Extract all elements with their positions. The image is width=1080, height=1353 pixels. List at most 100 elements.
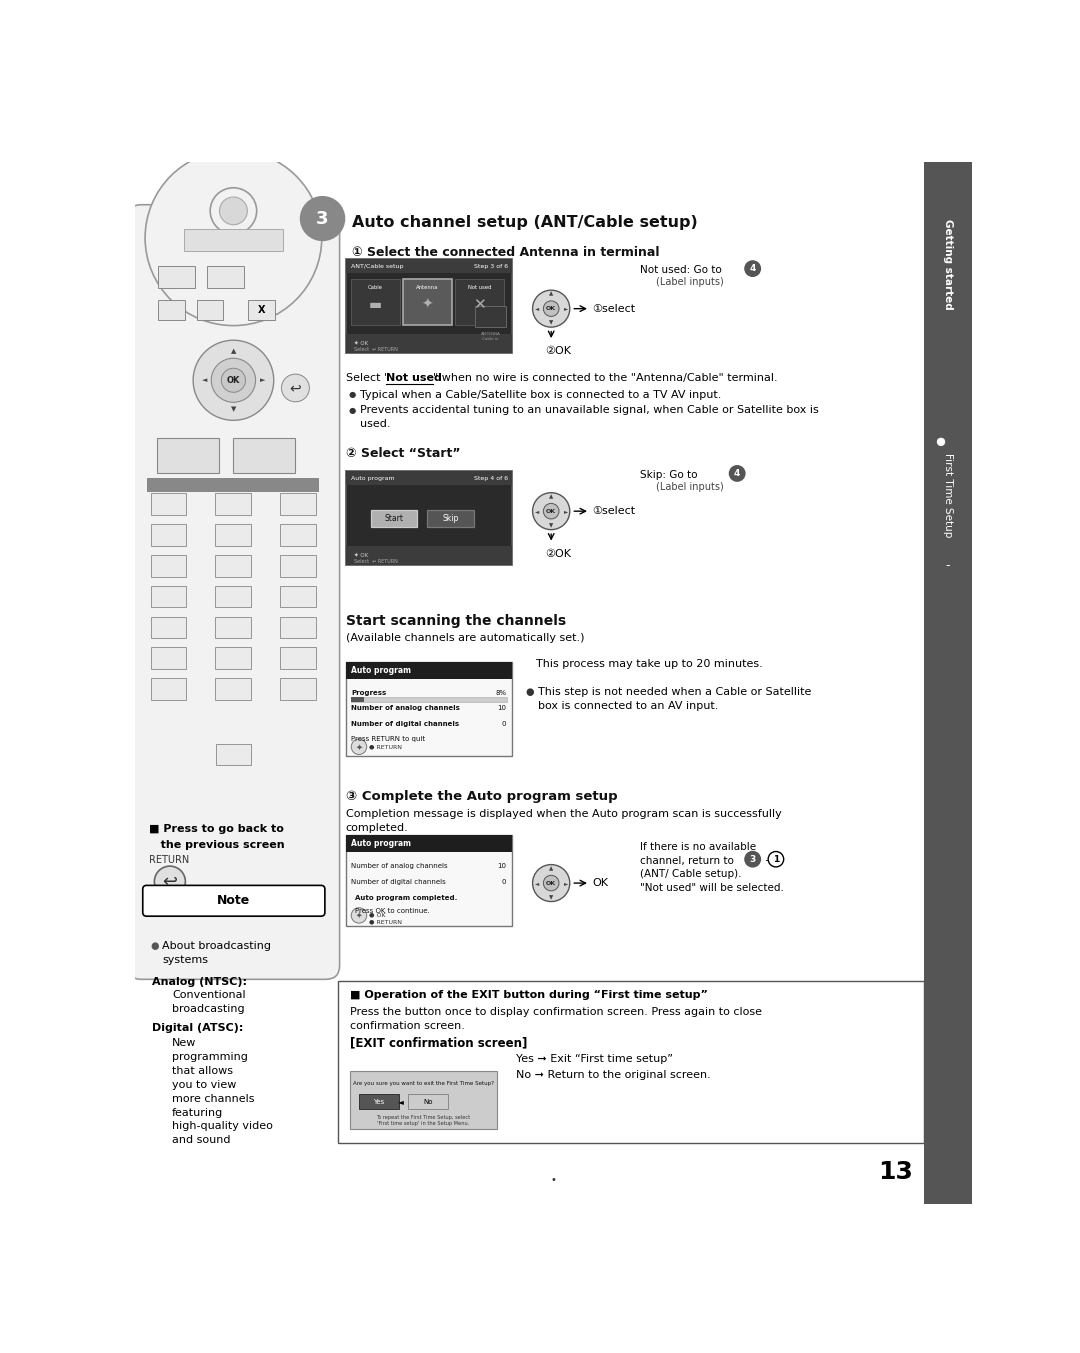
Text: ①select: ①select	[592, 506, 635, 517]
FancyBboxPatch shape	[280, 678, 315, 700]
FancyBboxPatch shape	[215, 494, 251, 515]
Text: 4: 4	[734, 469, 741, 478]
Text: ◄: ◄	[397, 1097, 404, 1107]
FancyBboxPatch shape	[351, 279, 400, 325]
FancyBboxPatch shape	[346, 334, 512, 353]
Text: channel, return to: channel, return to	[640, 855, 734, 866]
Text: ▼: ▼	[549, 321, 553, 326]
Text: ▼: ▼	[231, 406, 237, 413]
Text: OK: OK	[546, 881, 556, 886]
Text: 1: 1	[773, 855, 779, 863]
Text: OK: OK	[592, 878, 608, 888]
Text: Yes ➞ Exit “First time setup”: Yes ➞ Exit “First time setup”	[516, 1054, 673, 1065]
Text: OK: OK	[546, 306, 556, 311]
FancyBboxPatch shape	[346, 662, 512, 756]
FancyBboxPatch shape	[215, 648, 251, 668]
Text: ↩: ↩	[289, 382, 301, 395]
Text: -: -	[762, 855, 773, 865]
Text: Number of digital channels: Number of digital channels	[351, 878, 446, 885]
Text: ►: ►	[564, 509, 568, 514]
Text: Analog (NTSC):: Analog (NTSC):	[152, 977, 247, 986]
FancyBboxPatch shape	[280, 494, 315, 515]
Text: Not used: Not used	[387, 373, 442, 383]
Text: programming: programming	[172, 1053, 248, 1062]
Text: To repeat the First Time Setup, select
'First time setup' in the Setup Menu.: To repeat the First Time Setup, select '…	[376, 1115, 471, 1126]
FancyBboxPatch shape	[159, 300, 185, 321]
FancyBboxPatch shape	[455, 279, 504, 325]
FancyBboxPatch shape	[346, 545, 512, 566]
Text: ↩: ↩	[162, 873, 177, 890]
FancyBboxPatch shape	[127, 204, 339, 980]
Text: systems: systems	[162, 955, 208, 965]
FancyBboxPatch shape	[150, 678, 186, 700]
Text: Auto program: Auto program	[351, 475, 395, 480]
Text: ● OK: ● OK	[369, 913, 386, 917]
FancyBboxPatch shape	[150, 648, 186, 668]
Text: Number of digital channels: Number of digital channels	[351, 721, 459, 727]
FancyBboxPatch shape	[475, 306, 507, 327]
Text: ■ Operation of the EXIT button during “First time setup”: ■ Operation of the EXIT button during “F…	[350, 990, 707, 1000]
Text: that allows: that allows	[172, 1066, 233, 1076]
Text: (ANT/ Cable setup).: (ANT/ Cable setup).	[640, 869, 742, 879]
Text: ►: ►	[564, 881, 568, 886]
Text: Progress: Progress	[351, 690, 387, 695]
FancyBboxPatch shape	[157, 438, 218, 472]
Circle shape	[532, 492, 570, 529]
Text: Select  ↩ RETURN: Select ↩ RETURN	[353, 346, 397, 352]
Text: the previous screen: the previous screen	[149, 840, 284, 850]
Text: RETURN: RETURN	[149, 855, 189, 865]
Text: 10: 10	[497, 705, 507, 712]
FancyBboxPatch shape	[346, 662, 512, 679]
Text: Start scanning the channels: Start scanning the channels	[346, 614, 566, 628]
Text: 10: 10	[497, 863, 507, 869]
Text: featuring: featuring	[172, 1108, 224, 1118]
Circle shape	[937, 438, 945, 445]
Text: If there is no available: If there is no available	[640, 842, 756, 852]
Text: confirmation screen.: confirmation screen.	[350, 1020, 464, 1031]
FancyBboxPatch shape	[147, 478, 320, 492]
Text: First Time Setup: First Time Setup	[943, 453, 953, 537]
Text: ANTENNA
Cable in: ANTENNA Cable in	[481, 331, 501, 341]
Text: ② Select “Start”: ② Select “Start”	[346, 446, 460, 460]
FancyBboxPatch shape	[408, 1095, 448, 1109]
Text: ●: ●	[349, 406, 356, 415]
Circle shape	[745, 261, 760, 276]
FancyBboxPatch shape	[150, 617, 186, 639]
Text: Note: Note	[217, 894, 251, 908]
FancyBboxPatch shape	[350, 1072, 497, 1128]
Text: ▲: ▲	[549, 292, 553, 296]
FancyBboxPatch shape	[248, 300, 274, 321]
FancyBboxPatch shape	[280, 524, 315, 545]
FancyBboxPatch shape	[197, 300, 224, 321]
FancyBboxPatch shape	[359, 1095, 400, 1109]
FancyBboxPatch shape	[428, 510, 474, 526]
FancyBboxPatch shape	[184, 230, 283, 250]
Text: Cable: Cable	[368, 284, 383, 290]
Text: box is connected to an AV input.: box is connected to an AV input.	[538, 701, 718, 710]
Text: [EXIT confirmation screen]: [EXIT confirmation screen]	[350, 1036, 527, 1049]
FancyBboxPatch shape	[216, 744, 252, 766]
Text: ✦: ✦	[355, 911, 362, 920]
Text: ▬: ▬	[369, 298, 382, 311]
Text: ① Select the connected Antenna in terminal: ① Select the connected Antenna in termin…	[352, 245, 660, 258]
Text: used.: used.	[360, 419, 390, 429]
Text: Typical when a Cable/Satellite box is connected to a TV AV input.: Typical when a Cable/Satellite box is co…	[360, 390, 721, 400]
Text: you to view: you to view	[172, 1080, 237, 1089]
FancyBboxPatch shape	[143, 885, 325, 916]
Text: Yes: Yes	[374, 1099, 384, 1105]
Text: ● RETURN: ● RETURN	[369, 920, 402, 925]
FancyBboxPatch shape	[150, 524, 186, 545]
Text: Select  ↩ RETURN: Select ↩ RETURN	[353, 559, 397, 564]
Text: Digital (ATSC):: Digital (ATSC):	[152, 1023, 243, 1032]
Text: high-quality video: high-quality video	[172, 1122, 273, 1131]
Text: ●: ●	[150, 942, 159, 951]
Text: Prevents accidental tuning to an unavailable signal, when Cable or Satellite box: Prevents accidental tuning to an unavail…	[360, 406, 819, 415]
Text: ■ Press to go back to: ■ Press to go back to	[149, 824, 284, 835]
Text: " when no wire is connected to the "Antenna/Cable" terminal.: " when no wire is connected to the "Ante…	[433, 373, 778, 383]
FancyBboxPatch shape	[403, 279, 451, 325]
Circle shape	[532, 290, 570, 327]
Text: ✦ OK: ✦ OK	[353, 341, 367, 346]
Text: No: No	[423, 1099, 433, 1105]
Circle shape	[212, 359, 256, 402]
FancyBboxPatch shape	[207, 267, 244, 288]
